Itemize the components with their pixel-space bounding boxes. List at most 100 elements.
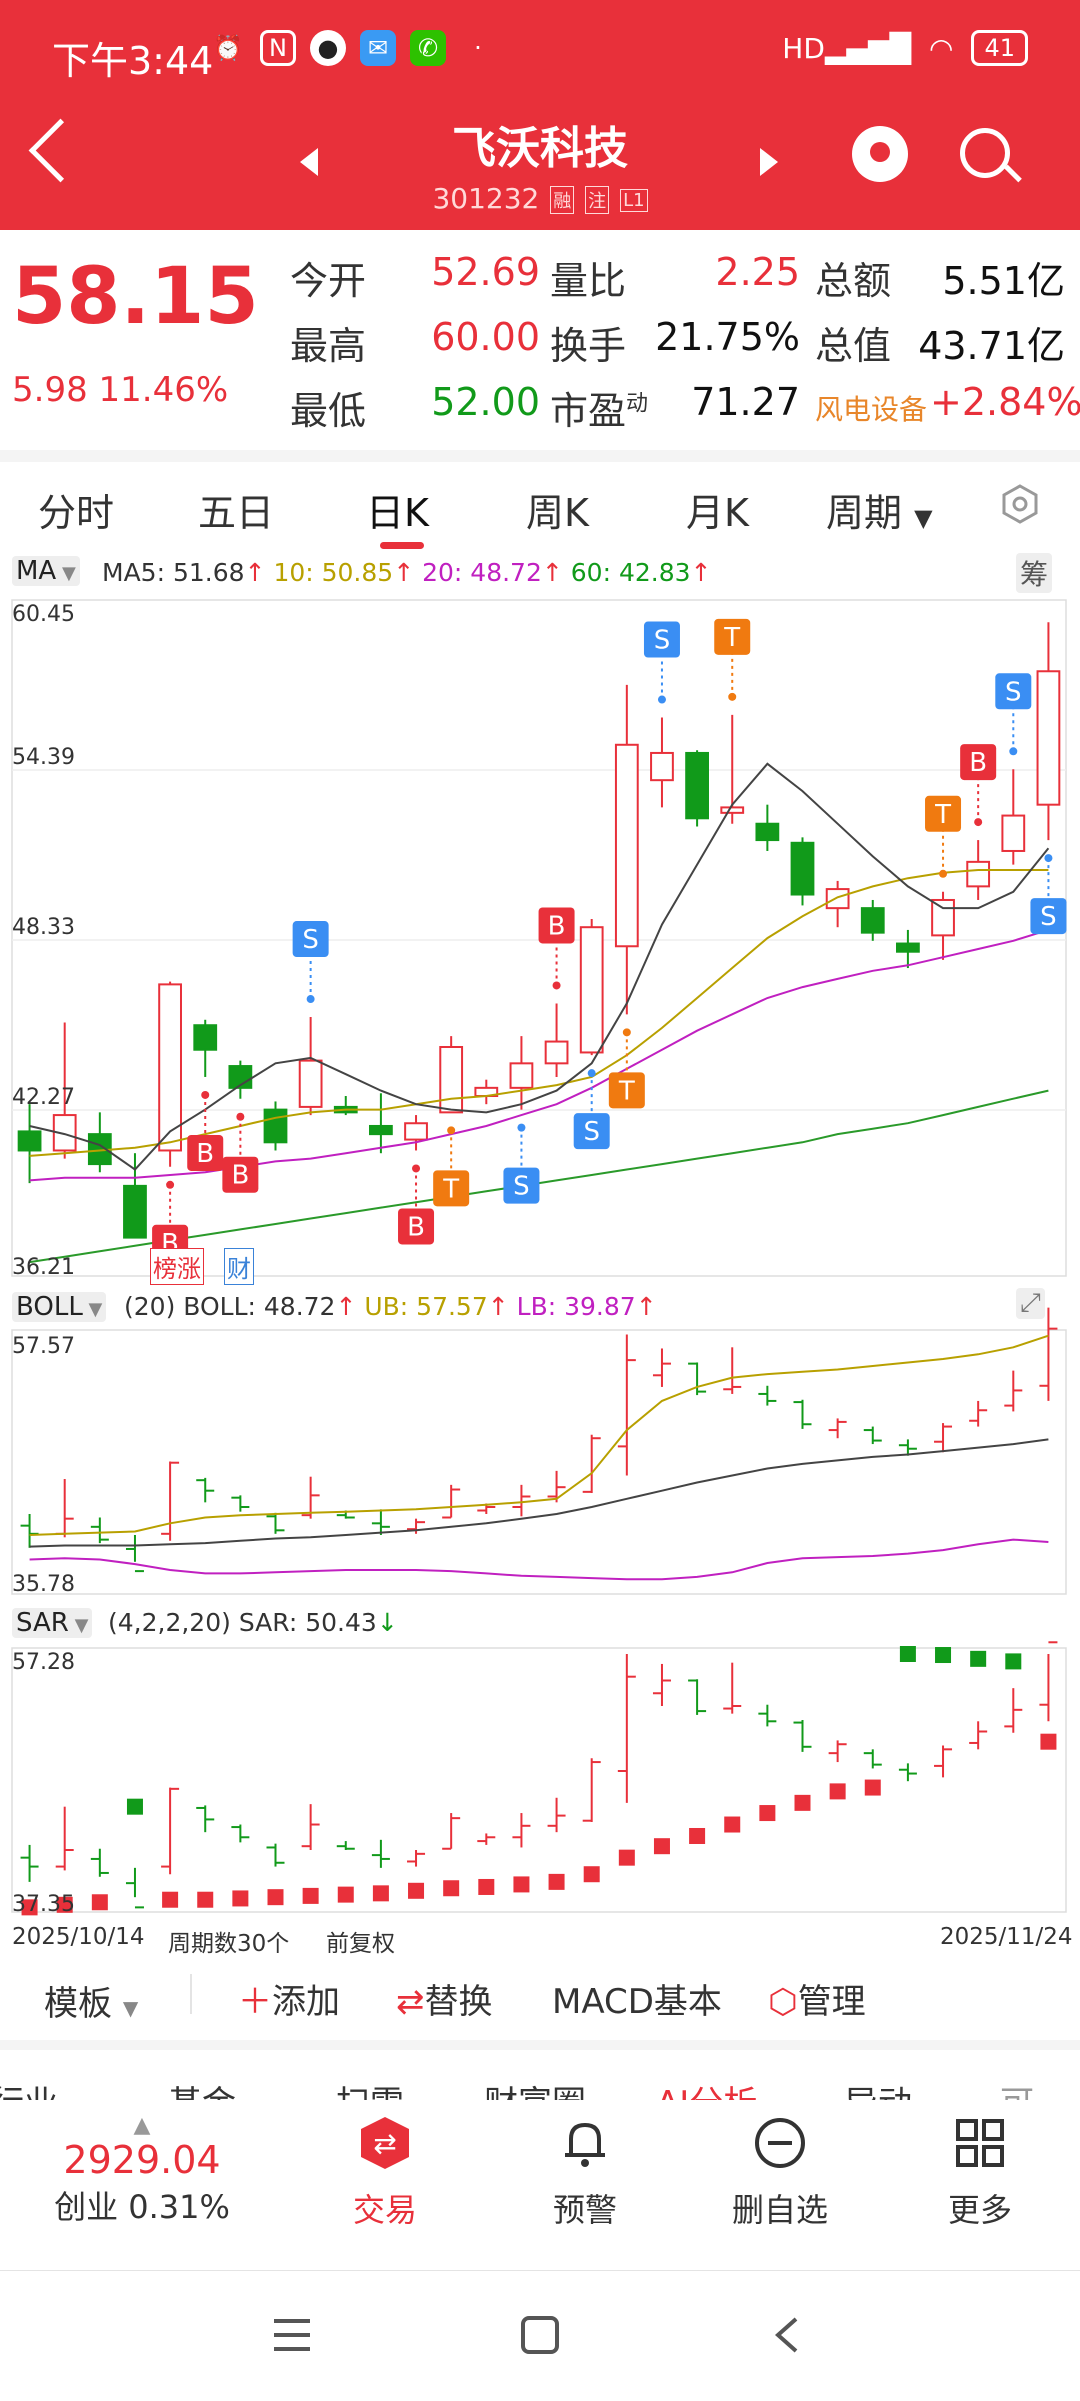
adjust-mode[interactable]: 前复权 xyxy=(326,1931,395,1957)
ma10-label: 10: 50.85 xyxy=(273,558,394,587)
search-icon[interactable] xyxy=(960,128,1010,178)
sar-dot-bear xyxy=(899,1646,916,1662)
grid-icon xyxy=(956,2119,1004,2167)
main-y-3: 48.33 xyxy=(12,915,75,940)
tab-monthly-k[interactable]: 月K xyxy=(686,491,749,535)
change-pct: 11.46% xyxy=(98,370,229,410)
sar-dot-bull xyxy=(267,1889,284,1906)
signal-marker xyxy=(1030,898,1067,935)
boll-upper-line xyxy=(29,1334,1049,1536)
svg-text:⇄: ⇄ xyxy=(373,2127,396,2160)
back-nav-icon[interactable] xyxy=(772,2315,802,2355)
nav-trade[interactable]: ⇄ 交易 xyxy=(305,2115,465,2231)
tab-intraday[interactable]: 分时 xyxy=(38,491,115,535)
swap-icon: ⇄ xyxy=(396,1982,425,2022)
tab-five-day[interactable]: 五日 xyxy=(198,491,275,535)
sar-y-bottom: 37.35 xyxy=(12,1892,75,1917)
value-pe: 71.27 xyxy=(691,380,800,424)
news-tab-ai[interactable]: AI分析 xyxy=(656,2076,757,2100)
signal-marker-label: B xyxy=(196,1139,214,1169)
settings-hex-icon[interactable] xyxy=(1000,484,1040,524)
signal-marker xyxy=(643,621,680,658)
signal-marker-label: S xyxy=(513,1172,530,1202)
prev-stock-icon[interactable] xyxy=(300,148,318,176)
news-tab-industry[interactable]: 行业 xyxy=(0,2076,58,2100)
status-time: 下午3:44 xyxy=(52,39,214,83)
indicator-toolbar: 模板 ▼ ＋添加 ⇄替换 MACD基本 ⬡管理 xyxy=(0,1960,1080,2032)
news-tab-wealth[interactable]: 财富圈 xyxy=(484,2076,586,2100)
back-arrow-icon[interactable] xyxy=(28,118,93,183)
recent-apps-icon[interactable] xyxy=(272,2317,312,2353)
macd-button[interactable]: MACD基本 xyxy=(552,1982,722,2022)
signal-marker-label: S xyxy=(302,925,319,955)
sar-dot-bull xyxy=(197,1891,214,1908)
expand-icon[interactable]: ⤢ xyxy=(1016,1288,1045,1319)
rank-tag[interactable]: 榜涨 xyxy=(150,1248,204,1285)
marker-dot xyxy=(236,1112,245,1121)
value-vol-ratio: 2.25 xyxy=(715,250,800,294)
label-open: 今开 xyxy=(290,259,367,303)
news-tab-moves[interactable]: 异动 xyxy=(844,2076,912,2100)
value-sector: +2.84% xyxy=(930,380,1080,424)
signal-marker-label: S xyxy=(654,626,671,656)
label-vol-ratio: 量比 xyxy=(550,259,627,303)
status-icons: ⏰ N ● ✉ ✆ · xyxy=(210,30,496,66)
news-tab-fund[interactable]: 基金 xyxy=(168,2076,236,2100)
sar-dot-bull xyxy=(372,1885,389,1902)
index-up-icon: ▲ xyxy=(133,2113,151,2138)
marker-dot xyxy=(728,692,737,701)
index-widget[interactable]: ▲ 2929.04 创业 0.31% xyxy=(8,2113,276,2228)
wechat-icon: ✆ xyxy=(410,30,446,66)
nav-alert[interactable]: 预警 xyxy=(505,2115,665,2231)
candle-body xyxy=(755,822,780,842)
tab-daily-k[interactable]: 日K xyxy=(366,491,429,535)
tab-period[interactable]: 周期 ▼ xyxy=(826,491,933,535)
sar-dot-bull xyxy=(829,1783,846,1800)
ma-selector[interactable]: MA ▼ xyxy=(12,556,80,586)
finance-tag[interactable]: 财 xyxy=(224,1248,254,1285)
wifi-icon: ◠ xyxy=(929,31,954,65)
nav-remove-watchlist[interactable]: 删自选 xyxy=(700,2115,860,2231)
candle-body xyxy=(825,888,850,910)
candle-body xyxy=(263,1108,288,1144)
tab-weekly-k[interactable]: 周K xyxy=(526,491,589,535)
sar-dot-bull xyxy=(443,1880,460,1897)
signal-marker xyxy=(222,1156,259,1193)
marker-dot xyxy=(1009,747,1018,756)
home-icon[interactable] xyxy=(520,2315,560,2355)
news-tab-more[interactable]: 可 xyxy=(1000,2076,1034,2100)
candle-body xyxy=(193,1024,218,1051)
signal-marker-label: B xyxy=(407,1212,425,1242)
stock-code: 301232 xyxy=(432,182,540,215)
date-end: 2025/11/24 xyxy=(940,1924,1073,1950)
manage-button[interactable]: ⬡管理 xyxy=(768,1982,866,2022)
pe-sup: 动 xyxy=(626,391,649,417)
mascot-icon[interactable] xyxy=(852,126,908,182)
sar-dot-bull xyxy=(337,1886,354,1903)
boll-selector[interactable]: BOLL ▼ xyxy=(12,1292,107,1322)
sar-dot-bear xyxy=(126,1798,143,1815)
main-y-top: 60.45 xyxy=(12,602,75,627)
boll-mid-line xyxy=(29,1438,1049,1548)
boll-params: (20) BOLL: 48.72 xyxy=(124,1292,336,1321)
replace-button[interactable]: ⇄替换 xyxy=(396,1982,493,2022)
news-tab-scan[interactable]: 扫雷 xyxy=(336,2076,404,2100)
next-stock-icon[interactable] xyxy=(760,148,778,176)
signal-marker-label: B xyxy=(548,911,566,941)
system-nav-bar xyxy=(0,2270,1080,2401)
signal-marker-label: S xyxy=(1040,902,1057,932)
value-market-cap: 43.71亿 xyxy=(918,324,1065,368)
chip-distribution-button[interactable]: 筹 xyxy=(1016,553,1053,593)
candle-body xyxy=(298,1059,323,1108)
nav-alert-label: 预警 xyxy=(552,2191,617,2229)
ma60-label: 60: 42.83 xyxy=(570,558,691,587)
active-tab-indicator xyxy=(380,542,424,549)
sar-dot-bull xyxy=(759,1805,776,1822)
template-button[interactable]: 模板 ▼ xyxy=(44,1984,139,2024)
add-button[interactable]: ＋添加 xyxy=(238,1982,340,2022)
nav-more[interactable]: 更多 xyxy=(900,2115,1060,2231)
label-sector[interactable]: 风电设备 xyxy=(815,393,928,426)
signal-marker xyxy=(714,618,751,655)
sar-selector[interactable]: SAR ▼ xyxy=(12,1608,93,1638)
